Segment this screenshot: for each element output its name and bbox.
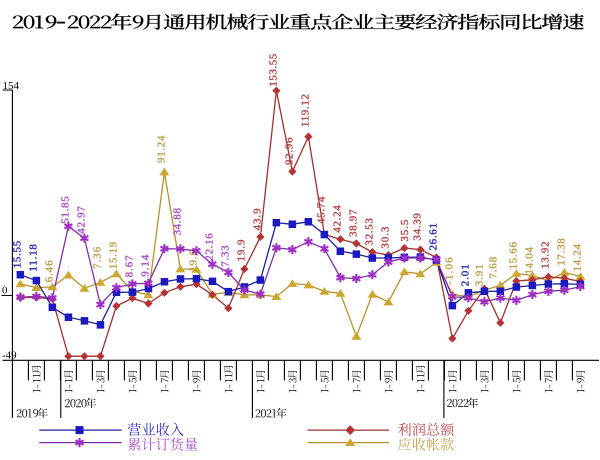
svg-text:15.66: 15.66 (507, 242, 519, 270)
svg-text:92.96: 92.96 (283, 137, 295, 165)
svg-text:7.68: 7.68 (487, 256, 499, 279)
svg-text:26.61: 26.61 (427, 223, 439, 251)
svg-text:9.14: 9.14 (139, 254, 151, 277)
svg-text:30.3: 30.3 (379, 226, 391, 249)
svg-text:22.16: 22.16 (203, 233, 215, 261)
svg-text:17.38: 17.38 (555, 238, 567, 266)
svg-text:0: 0 (2, 285, 8, 297)
svg-text:43.9: 43.9 (251, 208, 263, 231)
svg-text:91.24: 91.24 (155, 135, 167, 163)
svg-text:34.39: 34.39 (411, 213, 423, 241)
svg-text:34.88: 34.88 (171, 208, 183, 236)
svg-text:-49: -49 (2, 350, 17, 362)
svg-text:6.46: 6.46 (43, 260, 55, 283)
svg-text:51.85: 51.85 (59, 196, 71, 224)
svg-text:32.53: 32.53 (363, 218, 375, 246)
svg-text:17.33: 17.33 (219, 245, 231, 273)
svg-text:35.5: 35.5 (399, 219, 411, 242)
svg-text:11.18: 11.18 (27, 244, 39, 272)
svg-text:42.97: 42.97 (75, 206, 87, 234)
svg-text:3.91: 3.91 (473, 264, 485, 286)
svg-text:7.36: 7.36 (91, 246, 103, 269)
svg-text:15.55: 15.55 (11, 240, 23, 268)
svg-text:2.01: 2.01 (459, 264, 471, 286)
svg-text:19.9: 19.9 (235, 239, 247, 262)
svg-text:45.74: 45.74 (315, 196, 327, 224)
svg-text:13.92: 13.92 (539, 241, 551, 269)
svg-text:42.24: 42.24 (331, 205, 343, 233)
svg-text:15.19: 15.19 (107, 241, 119, 269)
svg-text:14.24: 14.24 (571, 244, 583, 272)
svg-text:153.55: 153.55 (267, 53, 279, 87)
svg-text:14.04: 14.04 (523, 247, 535, 275)
svg-text:119.12: 119.12 (299, 94, 311, 127)
svg-text:8.67: 8.67 (123, 255, 135, 278)
svg-text:38.97: 38.97 (347, 209, 359, 237)
svg-text:154: 154 (3, 80, 20, 92)
